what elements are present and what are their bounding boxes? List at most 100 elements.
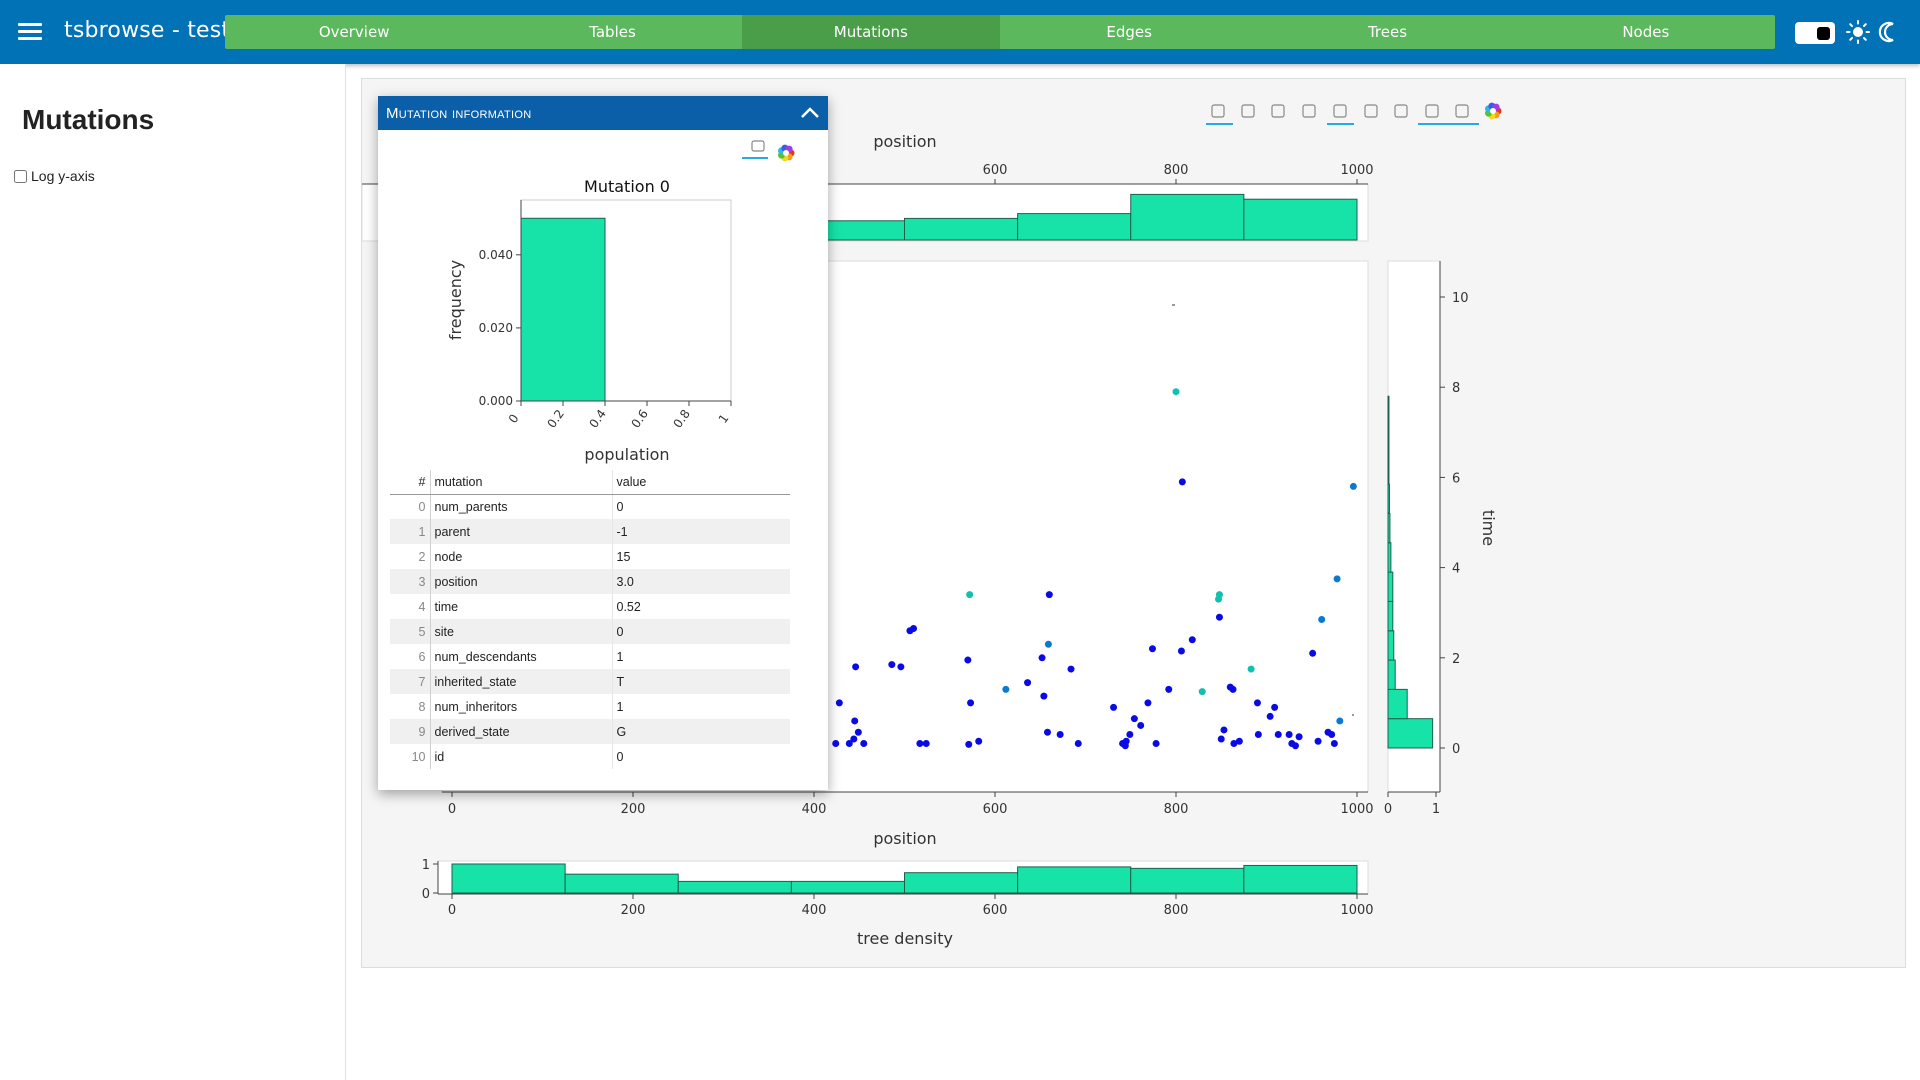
scatter-point <box>1217 735 1225 743</box>
popup-ylabel: frequency <box>446 260 465 340</box>
mutation-info-popup: Mutation information Mutation 0 0.000 0.0… <box>378 96 828 790</box>
scatter-point <box>1177 647 1185 655</box>
scatter-x-tick-label: 200 <box>621 802 646 817</box>
tab-edges[interactable]: Edges <box>1106 23 1152 41</box>
tab-mutations[interactable]: Mutations <box>741 15 1000 49</box>
table-row[interactable]: 2 node 15 <box>390 544 790 569</box>
scatter-x-tick-label: 400 <box>802 802 827 817</box>
box-zoom-icon <box>1241 104 1255 118</box>
table-row[interactable]: 3 position 3.0 <box>390 569 790 594</box>
scatter-point <box>1130 715 1138 723</box>
table-row[interactable]: 0 num_parents 0 <box>390 494 790 519</box>
time-tick-label: 0 <box>1452 742 1460 757</box>
scatter-point <box>1266 712 1274 720</box>
table-row[interactable]: 5 site 0 <box>390 619 790 644</box>
row-value: 3.0 <box>612 569 790 594</box>
table-row[interactable]: 6 num_descendants 1 <box>390 644 790 669</box>
popup-x-tick-label: 1 <box>716 412 732 426</box>
sun-icon[interactable] <box>1846 20 1870 44</box>
table-row[interactable]: 4 time 0.52 <box>390 594 790 619</box>
scatter-point <box>832 739 840 747</box>
scatter-point <box>851 717 859 725</box>
scatter-point <box>1045 591 1053 599</box>
log-y-axis-option[interactable]: Log y-axis <box>14 168 95 184</box>
table-row[interactable]: 1 parent -1 <box>390 519 790 544</box>
popup-x-tick-label: 0.8 <box>671 407 693 431</box>
table-header-row: # mutation value <box>390 470 790 495</box>
scatter-point <box>897 663 905 671</box>
scatter-point <box>852 663 860 671</box>
mutation-frequency-chart[interactable]: Mutation 0 0.000 0.020 0.040 0 0.2 0.4 0.6 0.8 1… <box>378 96 828 466</box>
density-bar <box>790 880 905 894</box>
row-value: 0 <box>616 749 624 764</box>
scatter-point <box>1295 733 1303 741</box>
popup-y-tick-label: 0.020 <box>479 321 513 335</box>
scatter-point <box>1285 730 1293 738</box>
scatter-point <box>1040 692 1048 700</box>
row-mutation-field: site <box>430 619 613 644</box>
top-hist-tick-label: 600 <box>983 163 1008 178</box>
density-bar <box>1130 867 1245 894</box>
scatter-point <box>850 735 858 743</box>
log-y-axis-checkbox[interactable] <box>14 169 27 183</box>
time-tick-label: 8 <box>1452 381 1460 396</box>
mutation-table: # mutation value 0 num_parents 0 1 parent -1 2… <box>390 470 790 769</box>
table-row[interactable]: 9 derived_state G <box>390 719 790 744</box>
scatter-point <box>1318 615 1326 623</box>
column-header-value[interactable]: value <box>612 470 790 495</box>
density-x-tick-label: 400 <box>802 903 827 918</box>
row-value: -1 <box>612 519 790 544</box>
hover-icon <box>751 140 765 152</box>
row-index: 1 <box>390 519 431 544</box>
right-hist-bar <box>1387 542 1392 573</box>
chevron-up-icon[interactable] <box>798 102 822 124</box>
table-row[interactable]: 10 id 0 <box>390 744 790 769</box>
scatter-point <box>1178 478 1186 486</box>
scatter-point <box>1336 717 1344 725</box>
page-title: Mutations <box>22 104 155 135</box>
scatter-point <box>1274 730 1282 738</box>
scatter-point <box>964 656 972 664</box>
density-x-tick-label: 600 <box>983 903 1008 918</box>
scatter-point <box>1254 730 1262 738</box>
tab-nodes[interactable]: Nodes <box>1622 23 1670 41</box>
density-bar <box>1017 866 1132 894</box>
row-index: 5 <box>390 619 431 644</box>
scatter-point <box>910 624 918 632</box>
row-mutation-field: node <box>430 544 613 569</box>
column-header-mutation[interactable]: mutation <box>430 470 613 495</box>
right-hist-bar <box>1387 395 1390 427</box>
table-row[interactable]: 7 inherited_state T <box>390 669 790 694</box>
right-hist-bar <box>1387 425 1390 456</box>
menu-icon[interactable] <box>18 20 42 44</box>
tab-tables[interactable]: Tables <box>589 23 636 41</box>
right-hist-x-tick-label: 0 <box>1384 802 1392 817</box>
scatter-point <box>835 699 843 707</box>
popup-x-tick-label: 0.6 <box>629 407 651 431</box>
tab-trees[interactable]: Trees <box>1367 23 1408 41</box>
row-index: 2 <box>390 544 431 569</box>
top-hist-bar <box>1130 193 1245 241</box>
table-row[interactable]: 8 num_inheritors 1 <box>390 694 790 719</box>
density-bar <box>677 880 792 894</box>
scatter-point <box>1172 388 1180 396</box>
row-mutation-field: time <box>430 594 613 619</box>
hover-icon <box>1455 104 1469 118</box>
row-index: 7 <box>390 669 431 694</box>
theme-toggle[interactable] <box>1795 22 1835 44</box>
top-hist-tick-label: 800 <box>1164 163 1189 178</box>
scatter-point <box>1152 739 1160 747</box>
tab-overview[interactable]: Overview <box>318 23 390 41</box>
moon-icon[interactable] <box>1876 20 1900 44</box>
scatter-point <box>1309 649 1317 657</box>
scatter-point <box>1330 739 1338 747</box>
row-mutation-field: parent <box>430 519 613 544</box>
popup-x-tick-label: 0 <box>506 412 522 426</box>
popup-chart-title: Mutation 0 <box>584 177 670 196</box>
scatter-point <box>1024 679 1032 687</box>
column-header-index[interactable]: # <box>390 470 431 495</box>
right-hist-bar <box>1387 688 1408 720</box>
right-hist-bar <box>1387 600 1394 632</box>
popup-x-tick-label: 0.2 <box>545 407 567 431</box>
